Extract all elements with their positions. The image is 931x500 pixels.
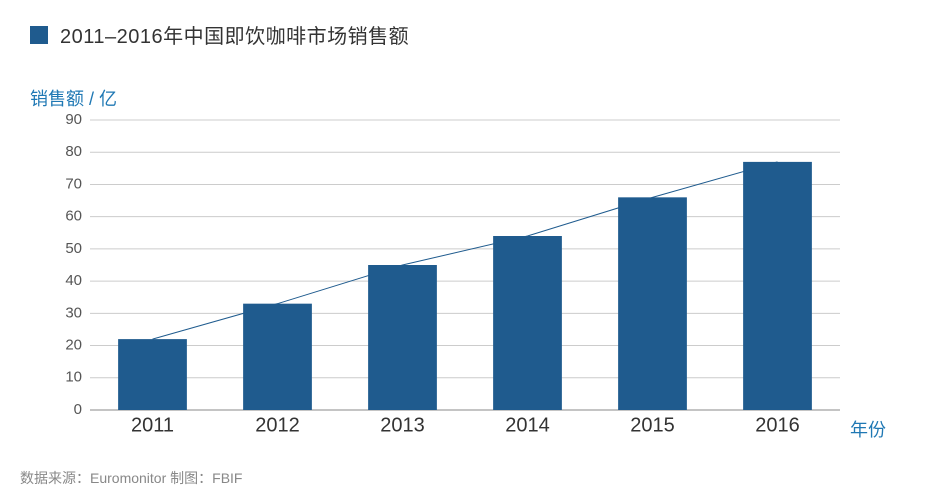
bar — [743, 162, 812, 410]
x-tick-label: 2016 — [755, 415, 800, 437]
y-tick-label: 40 — [65, 272, 82, 289]
chart-title-row: 2011–2016年中国即饮咖啡市场销售额 — [30, 20, 409, 49]
chart-title: 2011–2016年中国即饮咖啡市场销售额 — [60, 20, 409, 49]
x-tick-label: 2013 — [380, 415, 425, 437]
bar — [243, 304, 312, 410]
source-text: 数据来源：Euromonitor 制图：FBIF — [20, 468, 242, 488]
bar — [368, 265, 437, 410]
chart-svg: 0 10 20 30 40 50 60 70 80 90 2011 2012 2013 2014 2015 2… — [40, 110, 890, 440]
y-tick-label: 20 — [65, 337, 82, 354]
chart-area: 0 10 20 30 40 50 60 70 80 90 2011 2012 2013 2014 2015 2… — [40, 110, 890, 440]
y-axis-label: 销售额 / 亿 — [30, 85, 117, 111]
y-tick-label: 30 — [65, 304, 82, 321]
y-tick-label: 80 — [65, 143, 82, 160]
y-tick-label: 90 — [65, 111, 82, 128]
y-tick-label: 70 — [65, 175, 82, 192]
x-tick-label: 2014 — [505, 415, 550, 437]
x-tick-label: 2012 — [255, 415, 300, 437]
y-tick-label: 10 — [65, 369, 82, 386]
bar — [618, 197, 687, 410]
bar — [493, 236, 562, 410]
x-tick-label: 2011 — [131, 415, 174, 437]
title-square-icon — [30, 26, 48, 44]
y-tick-label: 50 — [65, 240, 82, 257]
y-tick-label: 0 — [74, 401, 82, 418]
x-tick-label: 2015 — [630, 415, 675, 437]
bar — [118, 339, 187, 410]
y-tick-label: 60 — [65, 208, 82, 225]
x-axis-label: 年份 — [850, 416, 886, 442]
